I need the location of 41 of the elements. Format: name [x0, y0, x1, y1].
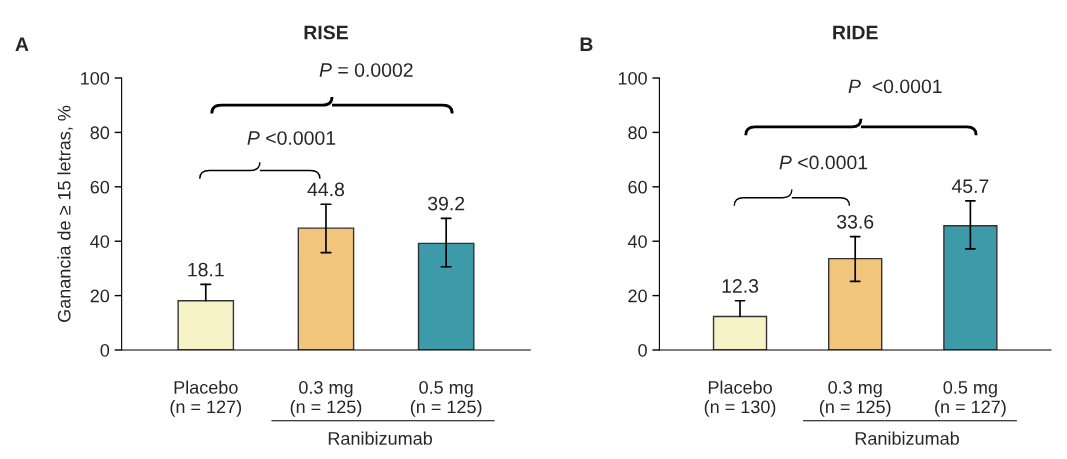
- y-tick-label: 40: [90, 235, 110, 248]
- y-tick-label: 60: [628, 180, 647, 194]
- y-tick-label: 20: [90, 289, 110, 303]
- annotation: P <0.0001: [848, 79, 942, 94]
- y-tick-label: 80: [628, 126, 647, 140]
- x-tick-label: 0.3 mg (n = 125): [819, 381, 891, 417]
- text: P = 0.0002: [319, 63, 413, 77]
- data-label: 45.7: [951, 179, 989, 194]
- text: B: [580, 37, 593, 51]
- y-tick-label: 80: [90, 126, 110, 140]
- x-tick-label: Placebo (n = 130): [704, 380, 776, 417]
- annotation: P <0.0001: [779, 155, 868, 170]
- text: A: [15, 37, 29, 51]
- data-label: 44.8: [307, 182, 345, 197]
- y-tick-label: 40: [627, 235, 647, 248]
- y-axis-title: Ganancia de ≥ 15 letras, %: [57, 105, 73, 322]
- y-tick-label: 0: [100, 343, 110, 357]
- data-label: 33.6: [837, 214, 874, 229]
- y-tick-label: 20: [628, 289, 647, 303]
- bar: [712, 315, 768, 350]
- annotation: P <0.0001: [247, 131, 336, 145]
- text: Ranibizumab: [855, 431, 959, 445]
- bar: [417, 242, 475, 350]
- bar: [297, 227, 355, 350]
- x-tick-label: 0.5 mg (n = 127): [935, 381, 1006, 417]
- y-tick-label: 60: [90, 180, 110, 194]
- data-label: 18.1: [188, 262, 224, 277]
- y-tick-label: 100: [618, 71, 647, 85]
- text: Ranibizumab: [328, 431, 432, 445]
- chart-title: RIDE: [833, 25, 878, 40]
- chart-title: RISE: [304, 25, 348, 40]
- x-tick-label: Placebo (n = 127): [170, 380, 242, 417]
- bar: [943, 225, 998, 350]
- data-label: 12.3: [722, 279, 759, 293]
- bar: [828, 257, 883, 350]
- bar: [177, 300, 235, 350]
- y-tick-label: 0: [638, 343, 647, 357]
- x-tick-label: 0.5 mg (n = 125): [410, 381, 482, 417]
- x-tick-label: 0.3 mg (n = 125): [290, 381, 362, 417]
- y-tick-label: 100: [81, 71, 110, 85]
- data-label: 39.2: [427, 196, 465, 211]
